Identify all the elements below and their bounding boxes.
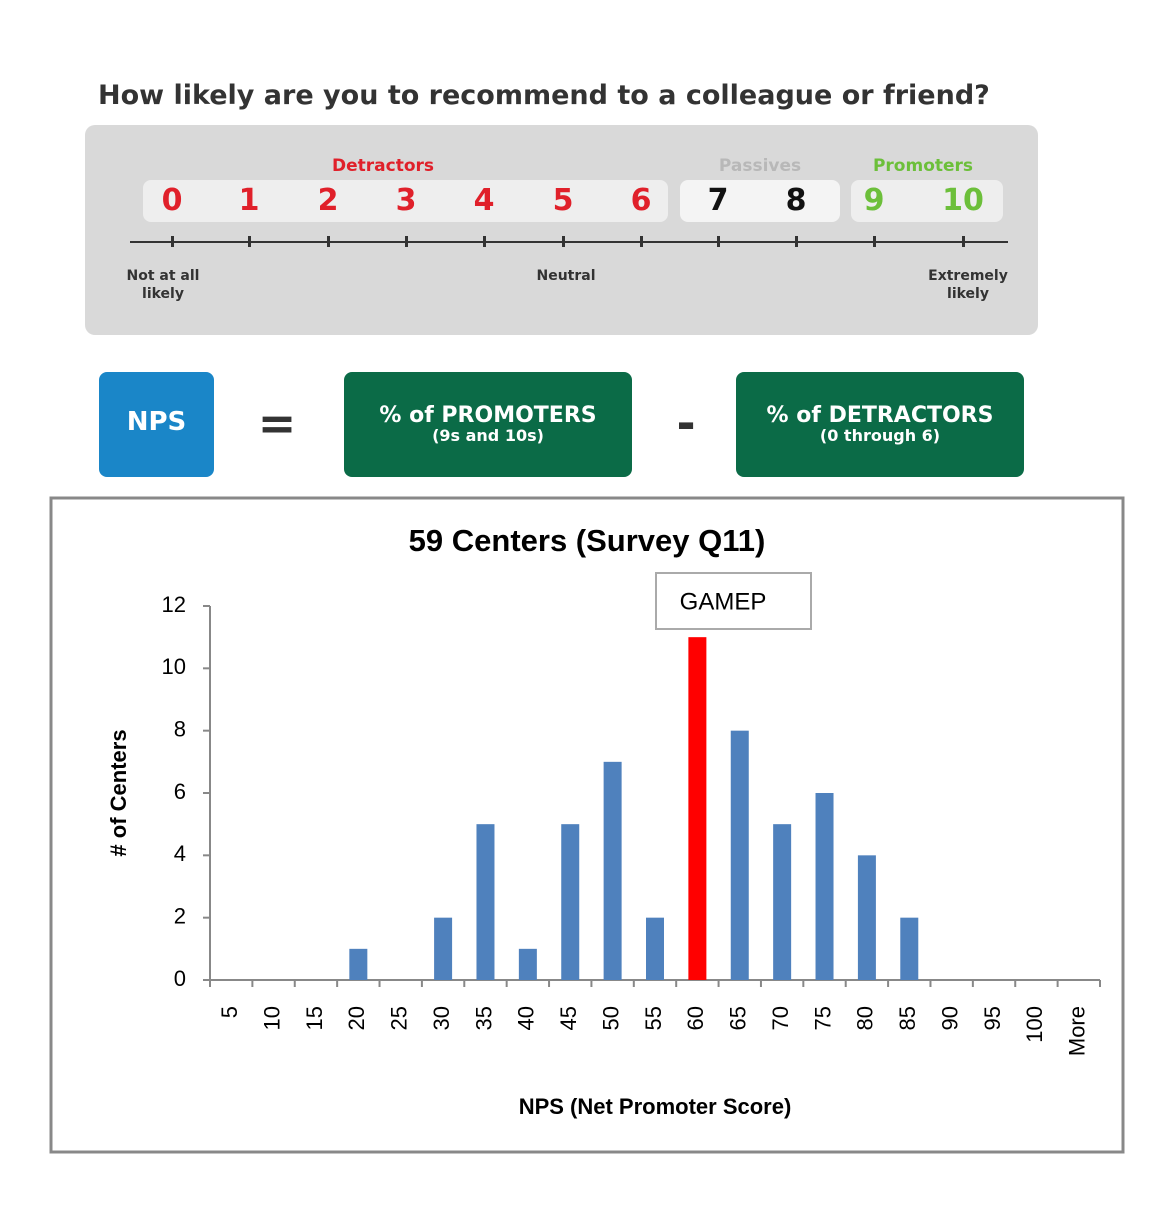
promoters-subtitle: (9s and 10s)	[432, 426, 544, 445]
scale-tick	[873, 236, 876, 247]
nps-label: NPS	[126, 407, 187, 437]
detractors-subtitle: (0 through 6)	[819, 426, 941, 445]
annotation-box	[655, 572, 812, 630]
x-tick-label: 15	[302, 1006, 327, 1030]
y-tick-label: 6	[174, 779, 186, 804]
x-tick-label: 55	[641, 1006, 666, 1030]
detractors-box: % of DETRACTORS (0 through 6)	[736, 372, 1024, 477]
chart-title: 59 Centers (Survey Q11)	[409, 523, 766, 558]
bar	[603, 761, 622, 980]
scale-number: 5	[552, 183, 574, 218]
scale-anchor: Neutral	[536, 268, 596, 284]
bar	[815, 793, 834, 980]
scale-tick	[640, 236, 643, 247]
bar	[900, 917, 919, 980]
x-tick-label: 10	[259, 1006, 284, 1030]
scale-number: 3	[395, 183, 417, 218]
passive-pill	[680, 180, 840, 222]
scale-tick	[562, 236, 565, 247]
x-tick-label: 70	[768, 1006, 793, 1030]
annotation: GAMEP	[680, 588, 767, 615]
y-tick-label: 8	[174, 716, 186, 741]
scale-number: 9	[863, 183, 885, 218]
scale-line	[130, 241, 1008, 243]
scale-anchor: Extremely likely	[928, 268, 1008, 302]
x-tick-label: 20	[344, 1006, 369, 1030]
x-tick-label: 50	[598, 1006, 623, 1030]
x-tick-label: 100	[1022, 1006, 1047, 1043]
x-tick-label: 85	[895, 1006, 920, 1030]
promoters-title: % of PROMOTERS	[379, 403, 597, 428]
x-tick-label: 30	[429, 1006, 454, 1030]
x-tick-label: 90	[937, 1006, 962, 1030]
scale-number: 4	[473, 183, 495, 218]
group-label: Passives	[718, 156, 802, 176]
scale-number: 0	[161, 183, 183, 218]
equals-sign: =	[257, 396, 297, 450]
y-tick-label: 10	[162, 654, 186, 679]
scale-number: 2	[317, 183, 339, 218]
y-tick-label: 4	[174, 841, 186, 866]
scale-tick	[405, 236, 408, 247]
scale-number: 10	[942, 183, 984, 218]
nps-box: NPS	[99, 372, 214, 477]
bar	[773, 824, 792, 980]
scale-anchor: Not at all likely	[126, 268, 200, 302]
detractors-title: % of DETRACTORS	[766, 403, 994, 428]
scale-tick	[717, 236, 720, 247]
x-tick-label: 5	[217, 1006, 242, 1018]
x-tick-label: 45	[556, 1006, 581, 1030]
promoters-box: % of PROMOTERS (9s and 10s)	[344, 372, 632, 477]
group-label: Detractors	[331, 156, 435, 176]
x-tick-label: 40	[514, 1006, 539, 1030]
bar	[518, 948, 537, 980]
scale-panel	[85, 125, 1038, 335]
y-axis-label: # of Centers	[106, 729, 131, 856]
x-tick-label: 35	[471, 1006, 496, 1030]
bar	[349, 948, 368, 980]
x-tick-label: More	[1065, 1006, 1090, 1056]
x-tick-label: 65	[726, 1006, 751, 1030]
chart-frame	[49, 496, 1125, 1154]
bar	[857, 855, 876, 980]
bar	[561, 824, 580, 980]
y-tick-label: 0	[174, 966, 186, 991]
scale-tick	[483, 236, 486, 247]
detractor-pill	[143, 180, 668, 222]
x-tick-label: 95	[980, 1006, 1005, 1030]
scale-tick	[795, 236, 798, 247]
scale-number: 7	[707, 183, 729, 218]
scale-tick	[962, 236, 965, 247]
scale-number: 6	[630, 183, 652, 218]
y-tick-label: 2	[174, 903, 186, 928]
bar	[434, 917, 453, 980]
minus-sign: -	[676, 396, 696, 450]
x-tick-label: 80	[853, 1006, 878, 1030]
bar	[730, 730, 749, 980]
x-tick-label: 60	[683, 1006, 708, 1030]
x-axis-label: NPS (Net Promoter Score)	[519, 1094, 792, 1119]
bar	[688, 637, 707, 980]
bar	[646, 917, 664, 980]
bar	[476, 824, 495, 980]
scale-tick	[327, 236, 330, 247]
scale-tick	[248, 236, 251, 247]
group-label: Promoters	[872, 156, 974, 176]
x-tick-label: 25	[387, 1006, 412, 1030]
y-tick-label: 12	[162, 592, 186, 617]
scale-number: 8	[785, 183, 807, 218]
scale-tick	[171, 236, 174, 247]
question: How likely are you to recommend to a col…	[98, 80, 990, 111]
scale-number: 1	[238, 183, 260, 218]
x-tick-label: 75	[810, 1006, 835, 1030]
promoter-pill	[851, 180, 1003, 222]
